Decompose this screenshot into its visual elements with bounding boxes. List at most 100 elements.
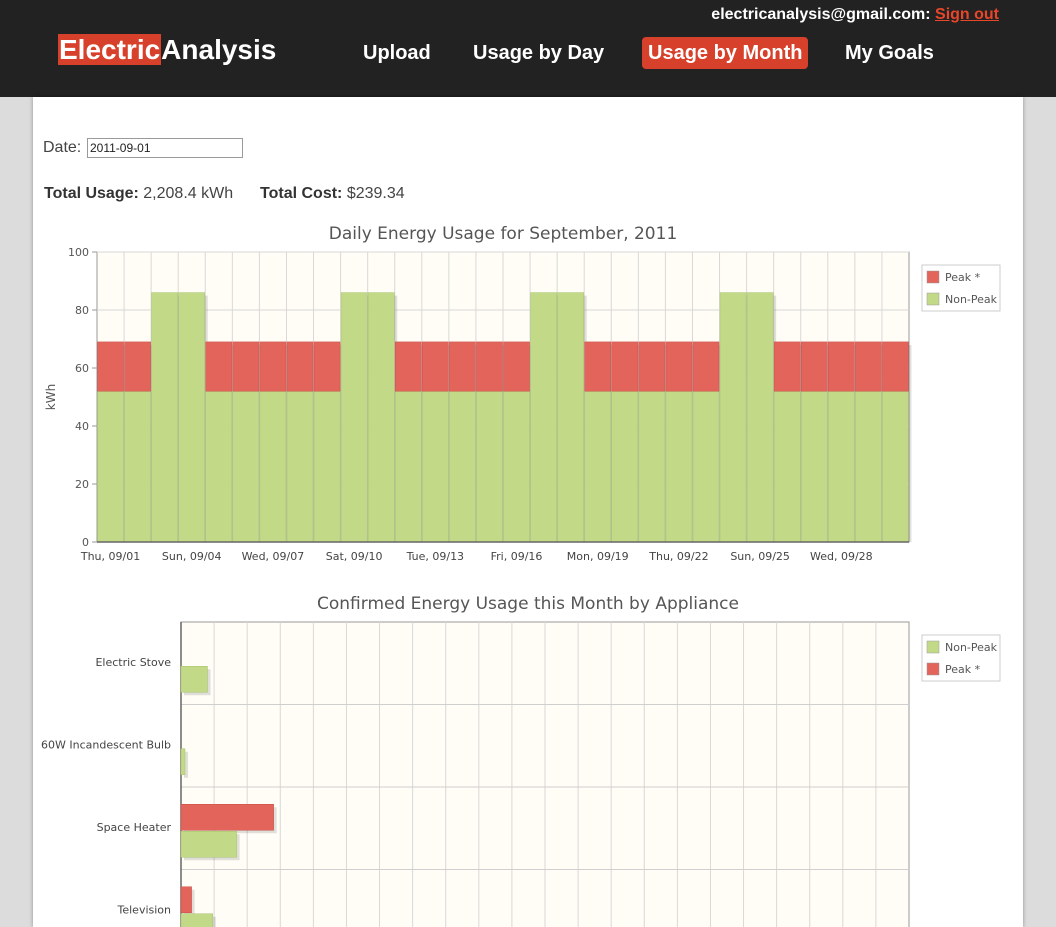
bar-peak [773, 341, 801, 392]
x-tick-label: Thu, 09/22 [648, 550, 708, 563]
legend-label: Non-Peak [945, 641, 998, 654]
category-label: 60W Incandescent Bulb [41, 739, 171, 752]
bar-non-peak [178, 292, 206, 543]
bar-non-peak [394, 390, 422, 543]
date-row: Date: [43, 138, 243, 158]
y-tick-label: 100 [68, 246, 89, 259]
logo-part-analysis: Analysis [161, 34, 277, 65]
bar-peak [232, 341, 260, 392]
sign-out-link[interactable]: Sign out [935, 6, 999, 23]
bar-non-peak [638, 390, 666, 543]
legend-swatch [926, 270, 940, 284]
bar-non-peak [180, 831, 237, 858]
bar-peak [394, 341, 422, 392]
bar-non-peak [449, 390, 476, 543]
bar-peak [882, 341, 909, 392]
bar-non-peak [611, 390, 639, 543]
legend-swatch [926, 662, 940, 676]
total-cost-label: Total Cost: [260, 185, 343, 202]
nav-usage-by-month[interactable]: Usage by Month [642, 37, 809, 69]
x-tick-label: Sat, 09/10 [326, 550, 383, 563]
x-tick-label: Mon, 09/19 [567, 550, 629, 563]
x-tick-label: Wed, 09/07 [242, 550, 305, 563]
bar-non-peak [476, 390, 503, 543]
y-tick-label: 80 [75, 304, 89, 317]
bar-non-peak [800, 390, 828, 543]
nav-my-goals[interactable]: My Goals [845, 42, 934, 64]
category-label: Television [117, 904, 172, 917]
legend-label: Non-Peak [945, 293, 998, 306]
bar-non-peak [180, 748, 186, 775]
bar-non-peak [151, 292, 178, 543]
category-label: Space Heater [97, 821, 172, 834]
bar-non-peak [882, 390, 909, 543]
bar-shadow [184, 751, 188, 778]
date-input[interactable] [87, 138, 243, 158]
bar-non-peak [180, 666, 208, 693]
bar-peak [611, 341, 639, 392]
bar-non-peak [180, 913, 214, 927]
bar-non-peak [530, 292, 557, 543]
legend-swatch [926, 292, 940, 306]
y-tick-label: 60 [75, 362, 89, 375]
top-header: electricanalysis@gmail.com: Sign out Ele… [0, 0, 1056, 97]
total-usage-label: Total Usage: [44, 185, 139, 202]
bar-peak [422, 341, 449, 392]
bar-non-peak [855, 390, 882, 543]
nav-upload[interactable]: Upload [363, 42, 431, 64]
nav-usage-by-day[interactable]: Usage by Day [473, 42, 605, 64]
bar-peak [800, 341, 828, 392]
x-tick-label: Sun, 09/04 [162, 550, 222, 563]
bar-non-peak [313, 390, 341, 543]
bar-peak [855, 341, 882, 392]
bar-non-peak [97, 390, 124, 543]
category-label: Electric Stove [95, 656, 171, 669]
chart-title: Daily Energy Usage for September, 2011 [329, 224, 678, 244]
logo-part-electric: Electric [58, 34, 162, 65]
bar-peak [584, 341, 612, 392]
date-label: Date: [43, 139, 82, 156]
bar-non-peak [584, 390, 612, 543]
bar-peak [205, 341, 233, 392]
y-tick-label: 20 [75, 478, 89, 491]
y-axis-label: kWh [44, 384, 58, 410]
bar-non-peak [422, 390, 449, 543]
bar-peak [638, 341, 666, 392]
x-tick-label: Thu, 09/01 [80, 550, 140, 563]
x-tick-label: Wed, 09/28 [810, 550, 873, 563]
bar-peak [313, 341, 341, 392]
bar-peak [476, 341, 503, 392]
legend-label: Peak * [945, 663, 981, 676]
totals-row: Total Usage: 2,208.4 kWh Total Cost: $23… [44, 185, 405, 203]
bar-non-peak [692, 390, 720, 543]
daily-usage-chart: 0 20 40 60 80 100 Thu, 09/01 Sun, 09/04 Wed, 09/… [44, 224, 1001, 563]
bar-peak [259, 341, 287, 392]
bar-non-peak [259, 390, 287, 543]
bar-non-peak [286, 390, 314, 543]
bar-non-peak [340, 292, 368, 543]
bar-non-peak [367, 292, 395, 543]
site-logo[interactable]: ElectricAnalysis [58, 34, 276, 66]
appliance-usage-chart: Electric Stove 60W Incandescent Bulb Space… [41, 594, 1001, 927]
bar-peak [828, 341, 855, 392]
account-bar: electricanalysis@gmail.com: Sign out [711, 6, 999, 24]
bar-non-peak [746, 292, 774, 543]
bar-peak [503, 341, 530, 392]
bar-non-peak [557, 292, 584, 543]
legend-swatch [926, 640, 940, 654]
bar-non-peak [124, 390, 151, 543]
x-tick-label: Tue, 09/13 [406, 550, 464, 563]
total-usage-value: 2,208.4 kWh [143, 185, 234, 202]
x-tick-label: Sun, 09/25 [730, 550, 790, 563]
total-cost-value: $239.34 [346, 185, 405, 202]
bar-non-peak [665, 390, 693, 543]
bar-peak [449, 341, 476, 392]
bar-non-peak [828, 390, 855, 543]
bar-non-peak [232, 390, 260, 543]
bar-non-peak [503, 390, 530, 543]
bar-peak [692, 341, 720, 392]
x-tick-label: Fri, 09/16 [491, 550, 543, 563]
bar-peak [180, 886, 192, 913]
y-tick-label: 0 [82, 536, 89, 549]
bar-peak [97, 341, 124, 392]
